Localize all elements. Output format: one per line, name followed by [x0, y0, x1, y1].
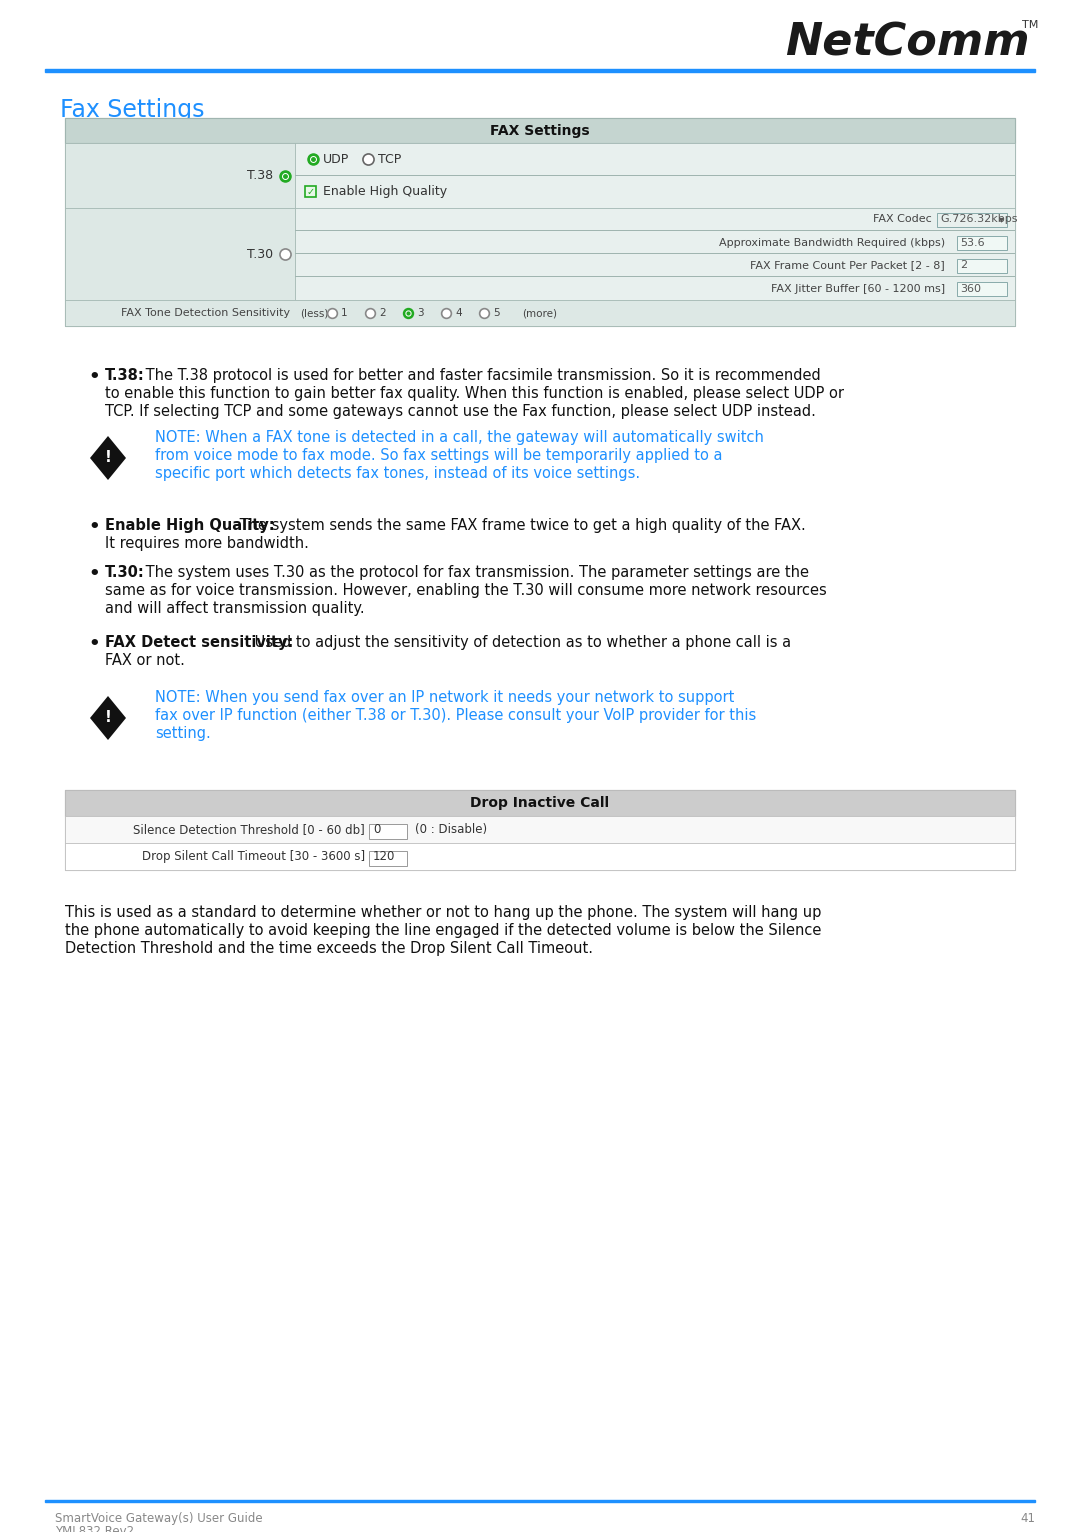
- Text: Enable High Quality: Enable High Quality: [323, 185, 447, 198]
- Text: T.30: T.30: [247, 248, 273, 260]
- Text: (less): (less): [300, 308, 328, 319]
- Bar: [65, 817, 1015, 843]
- Text: ▾: ▾: [999, 214, 1004, 225]
- Text: FAX Jitter Buffer [60 - 1200 ms]: FAX Jitter Buffer [60 - 1200 ms]: [771, 283, 951, 294]
- Text: •: •: [87, 634, 99, 653]
- Text: TCP. If selecting TCP and some gateways cannot use the Fax function, please sele: TCP. If selecting TCP and some gateways …: [105, 404, 815, 418]
- Bar: [65, 118, 1015, 142]
- Text: The system sends the same FAX frame twice to get a high quality of the FAX.: The system sends the same FAX frame twic…: [235, 518, 806, 533]
- Text: and will affect transmission quality.: and will affect transmission quality.: [105, 601, 365, 616]
- Text: from voice mode to fax mode. So fax settings will be temporarily applied to a: from voice mode to fax mode. So fax sett…: [156, 447, 723, 463]
- Text: FAX Tone Detection Sensitivity: FAX Tone Detection Sensitivity: [121, 308, 291, 319]
- Bar: [65, 300, 1015, 326]
- Text: Drop Inactive Call: Drop Inactive Call: [471, 797, 609, 810]
- Text: SmartVoice Gateway(s) User Guide: SmartVoice Gateway(s) User Guide: [55, 1512, 262, 1524]
- Text: the phone automatically to avoid keeping the line engaged if the detected volume: the phone automatically to avoid keeping…: [65, 922, 822, 938]
- Text: G.726.32kbps: G.726.32kbps: [940, 214, 1017, 225]
- Text: TM: TM: [1022, 20, 1038, 31]
- Text: Detection Threshold and the time exceeds the Drop Silent Call Timeout.: Detection Threshold and the time exceeds…: [65, 941, 593, 956]
- Text: 5: 5: [492, 308, 500, 319]
- Bar: [45, 69, 1035, 72]
- Text: !: !: [105, 450, 111, 466]
- Text: This is used as a standard to determine whether or not to hang up the phone. The: This is used as a standard to determine …: [65, 905, 822, 921]
- Bar: [957, 236, 1007, 250]
- Text: YML832 Rev2: YML832 Rev2: [55, 1524, 134, 1532]
- Text: FAX Settings: FAX Settings: [490, 124, 590, 138]
- Text: •: •: [87, 518, 99, 536]
- Text: setting.: setting.: [156, 726, 211, 741]
- Text: FAX Frame Count Per Packet [2 - 8]: FAX Frame Count Per Packet [2 - 8]: [751, 260, 951, 271]
- Bar: [65, 208, 295, 300]
- Text: T.38: T.38: [247, 169, 273, 182]
- Bar: [45, 1500, 1035, 1501]
- Bar: [65, 843, 1015, 870]
- Text: 2: 2: [379, 308, 386, 319]
- Text: 3: 3: [417, 308, 423, 319]
- Text: FAX or not.: FAX or not.: [105, 653, 185, 668]
- Text: •: •: [87, 565, 99, 584]
- Text: 4: 4: [455, 308, 461, 319]
- Text: FAX Detect sensitivity:: FAX Detect sensitivity:: [105, 634, 294, 650]
- Bar: [937, 213, 1007, 227]
- Text: Drop Silent Call Timeout [30 - 3600 s]: Drop Silent Call Timeout [30 - 3600 s]: [141, 850, 365, 863]
- Text: 41: 41: [1020, 1512, 1035, 1524]
- Text: It requires more bandwidth.: It requires more bandwidth.: [105, 536, 309, 552]
- Bar: [65, 791, 1015, 870]
- Text: UDP: UDP: [323, 153, 349, 165]
- Bar: [65, 118, 1015, 326]
- Bar: [65, 791, 1015, 817]
- Polygon shape: [90, 437, 126, 480]
- Text: ✓: ✓: [307, 187, 314, 196]
- Text: FAX Codec: FAX Codec: [874, 214, 932, 225]
- Text: 360: 360: [960, 283, 981, 294]
- Text: The T.38 protocol is used for better and faster facsimile transmission. So it is: The T.38 protocol is used for better and…: [141, 368, 821, 383]
- Text: 0: 0: [373, 823, 380, 836]
- Text: •: •: [87, 368, 99, 386]
- Text: NOTE: When a FAX tone is detected in a call, the gateway will automatically swit: NOTE: When a FAX tone is detected in a c…: [156, 430, 764, 444]
- Text: NOTE: When you send fax over an IP network it needs your network to support: NOTE: When you send fax over an IP netwo…: [156, 689, 734, 705]
- Bar: [957, 282, 1007, 296]
- Text: Used to adjust the sensitivity of detection as to whether a phone call is a: Used to adjust the sensitivity of detect…: [249, 634, 792, 650]
- Text: specific port which detects fax tones, instead of its voice settings.: specific port which detects fax tones, i…: [156, 466, 640, 481]
- Text: 120: 120: [373, 850, 395, 863]
- Text: to enable this function to gain better fax quality. When this function is enable: to enable this function to gain better f…: [105, 386, 843, 401]
- Text: NetComm: NetComm: [785, 21, 1030, 64]
- Bar: [369, 824, 407, 838]
- Text: 1: 1: [341, 308, 348, 319]
- Text: 53.6: 53.6: [960, 237, 985, 248]
- Text: TCP: TCP: [378, 153, 402, 165]
- Bar: [295, 208, 1015, 300]
- Bar: [295, 142, 1015, 208]
- Bar: [369, 850, 407, 866]
- Text: 2: 2: [960, 260, 967, 271]
- Text: Approximate Bandwidth Required (kbps): Approximate Bandwidth Required (kbps): [719, 237, 951, 248]
- Bar: [305, 185, 316, 196]
- Text: fax over IP function (either T.38 or T.30). Please consult your VoIP provider fo: fax over IP function (either T.38 or T.3…: [156, 708, 756, 723]
- Text: !: !: [105, 711, 111, 726]
- Text: T.30:: T.30:: [105, 565, 145, 581]
- Text: Silence Detection Threshold [0 - 60 db]: Silence Detection Threshold [0 - 60 db]: [133, 823, 365, 836]
- Text: (0 : Disable): (0 : Disable): [415, 823, 487, 836]
- Polygon shape: [90, 696, 126, 740]
- Text: T.38:: T.38:: [105, 368, 145, 383]
- Text: Enable High Quality:: Enable High Quality:: [105, 518, 274, 533]
- Bar: [957, 259, 1007, 273]
- Text: The system uses T.30 as the protocol for fax transmission. The parameter setting: The system uses T.30 as the protocol for…: [141, 565, 809, 581]
- Bar: [65, 142, 295, 208]
- Text: same as for voice transmission. However, enabling the T.30 will consume more net: same as for voice transmission. However,…: [105, 584, 827, 597]
- Text: (more): (more): [522, 308, 557, 319]
- Text: Fax Settings: Fax Settings: [60, 98, 204, 123]
